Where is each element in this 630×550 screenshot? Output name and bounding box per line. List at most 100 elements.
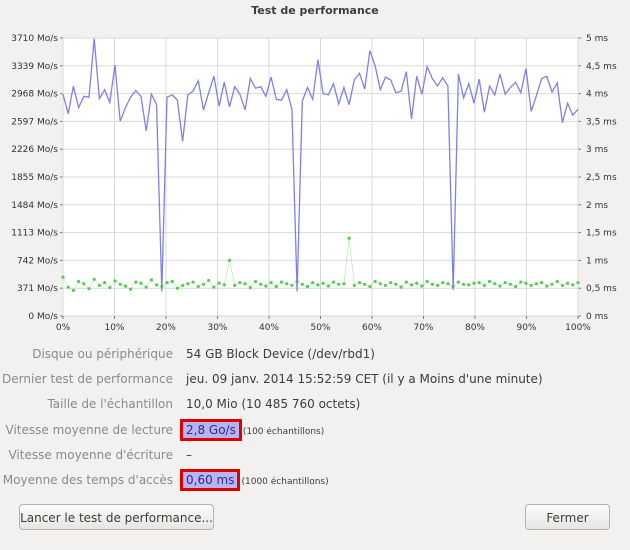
x-tick-label: 10% bbox=[104, 323, 124, 333]
access-time-point bbox=[165, 281, 169, 285]
access-time-row: Moyenne des temps d'accès 0,60 ms (1000 é… bbox=[0, 469, 630, 491]
access-time-point bbox=[363, 282, 367, 286]
access-time-point bbox=[82, 282, 86, 286]
y-left-tick-label: 1113 Mo/s bbox=[11, 229, 58, 239]
access-time-point bbox=[269, 281, 273, 285]
access-time-point bbox=[524, 281, 528, 285]
x-tick-label: 70% bbox=[413, 323, 433, 333]
access-time-point bbox=[305, 284, 310, 289]
access-time-point bbox=[243, 282, 247, 286]
access-time-value-group: 0,60 ms (1000 échantillons) bbox=[180, 469, 329, 493]
access-time-point bbox=[394, 282, 398, 286]
access-time-point bbox=[404, 280, 408, 284]
read-samples: (100 échantillons) bbox=[242, 427, 325, 437]
access-time-point bbox=[222, 283, 226, 287]
access-time-point bbox=[97, 283, 102, 288]
access-time-point bbox=[71, 288, 76, 293]
y-left-tick-label: 371 Mo/s bbox=[17, 284, 58, 294]
access-time-point bbox=[253, 279, 258, 284]
access-time-point bbox=[378, 282, 382, 286]
x-tick-label: 20% bbox=[156, 323, 176, 333]
y-right-tick-label: 5 ms bbox=[586, 34, 608, 44]
y-left-tick-label: 1855 Mo/s bbox=[11, 173, 58, 183]
access-time-point bbox=[290, 283, 294, 288]
access-time-point bbox=[373, 279, 377, 284]
access-time-point bbox=[233, 283, 237, 288]
access-time-point bbox=[113, 279, 117, 283]
y-right-tick-label: 0,5 ms bbox=[586, 284, 617, 294]
access-time-point bbox=[170, 279, 174, 284]
start-benchmark-button[interactable]: Lancer le test de performance... bbox=[19, 504, 214, 530]
access-time-point bbox=[550, 282, 554, 286]
read-speed-value-group: 2,8 Go/s (100 échantillons) bbox=[180, 419, 325, 443]
access-time-point bbox=[368, 284, 372, 289]
y-right-tick-label: 1,5 ms bbox=[586, 229, 617, 239]
sample-size-row: Taille de l'échantillon 10,0 Mio (10 485… bbox=[0, 393, 630, 415]
access-time-point bbox=[342, 282, 346, 286]
write-speed-label: Vitesse moyenne d'écriture bbox=[8, 448, 173, 462]
access-time-point bbox=[467, 283, 471, 287]
access-time-point bbox=[420, 284, 424, 288]
access-time-point bbox=[519, 280, 523, 284]
access-time-point bbox=[347, 236, 351, 240]
y-left-tick-label: 2597 Mo/s bbox=[11, 117, 58, 127]
y-right-tick-label: 3 ms bbox=[586, 145, 608, 155]
access-time-point bbox=[357, 281, 362, 285]
access-time-point bbox=[539, 281, 544, 285]
read-speed-label: Vitesse moyenne de lecture bbox=[5, 423, 173, 437]
access-time-point bbox=[87, 287, 91, 291]
last-test-label: Dernier test de performance bbox=[2, 372, 173, 386]
x-tick-label: 80% bbox=[465, 323, 485, 333]
read-speed-row: Vitesse moyenne de lecture 2,8 Go/s (100 … bbox=[0, 419, 630, 441]
access-time-point bbox=[441, 281, 445, 285]
access-time-point bbox=[155, 283, 159, 287]
x-tick-label: 0% bbox=[56, 323, 71, 333]
access-time-point bbox=[212, 285, 216, 289]
access-time-point bbox=[430, 282, 434, 286]
access-time-point bbox=[196, 284, 200, 289]
access-time-point bbox=[493, 282, 497, 286]
access-time-point bbox=[149, 278, 154, 282]
x-tick-label: 60% bbox=[362, 323, 382, 333]
y-right-tick-label: 2,5 ms bbox=[586, 173, 617, 183]
access-time-point bbox=[123, 284, 128, 288]
window-title: Test de performance bbox=[251, 4, 379, 17]
y-right-tick-label: 4 ms bbox=[586, 90, 608, 100]
y-right-tick-label: 1 ms bbox=[586, 256, 608, 266]
access-time-point bbox=[279, 280, 284, 284]
access-time-point bbox=[560, 283, 564, 288]
access-time-point bbox=[472, 281, 476, 285]
performance-chart: 0 Mo/s 0 ms 371 Mo/s 0,5 ms 742 Mo/s 1 ms 1113… bbox=[0, 26, 630, 336]
x-tick-label: 30% bbox=[207, 323, 227, 333]
performance-chart-svg: 0 Mo/s 0 ms 371 Mo/s 0,5 ms 742 Mo/s 1 ms 1113… bbox=[11, 34, 617, 333]
access-time-point bbox=[191, 280, 195, 284]
access-time-point bbox=[571, 283, 575, 287]
write-speed-value: – bbox=[186, 448, 192, 462]
y-right-tick-label: 2 ms bbox=[586, 201, 608, 211]
access-time-point bbox=[311, 281, 315, 285]
access-time-value: 0,60 ms bbox=[180, 469, 241, 491]
access-time-point bbox=[477, 281, 481, 285]
access-time-point bbox=[285, 282, 289, 286]
access-time-point bbox=[300, 282, 304, 286]
close-button[interactable]: Fermer bbox=[525, 504, 610, 530]
access-time-point bbox=[103, 281, 107, 285]
x-tick-label: 40% bbox=[259, 323, 279, 333]
access-time-point bbox=[503, 281, 507, 285]
access-time-point bbox=[186, 282, 190, 286]
access-time-point bbox=[77, 279, 81, 284]
y-left-tick-label: 1484 Mo/s bbox=[11, 201, 58, 211]
y-right-tick-label: 0 ms bbox=[586, 312, 608, 322]
access-time-point bbox=[383, 283, 388, 288]
access-time-line bbox=[62, 238, 579, 291]
y-left-tick-label: 2968 Mo/s bbox=[11, 90, 58, 100]
access-time-point bbox=[259, 282, 263, 286]
access-time-point bbox=[274, 284, 278, 289]
y-right-tick-label: 4,5 ms bbox=[586, 62, 617, 72]
access-time-point bbox=[66, 285, 70, 289]
access-time-point bbox=[248, 286, 252, 290]
y-right-tick-label: 3,5 ms bbox=[586, 117, 617, 127]
access-time-point bbox=[456, 280, 460, 284]
read-speed-value: 2,8 Go/s bbox=[180, 419, 242, 441]
last-test-value: jeu. 09 janv. 2014 15:52:59 CET (il y a … bbox=[186, 372, 543, 386]
